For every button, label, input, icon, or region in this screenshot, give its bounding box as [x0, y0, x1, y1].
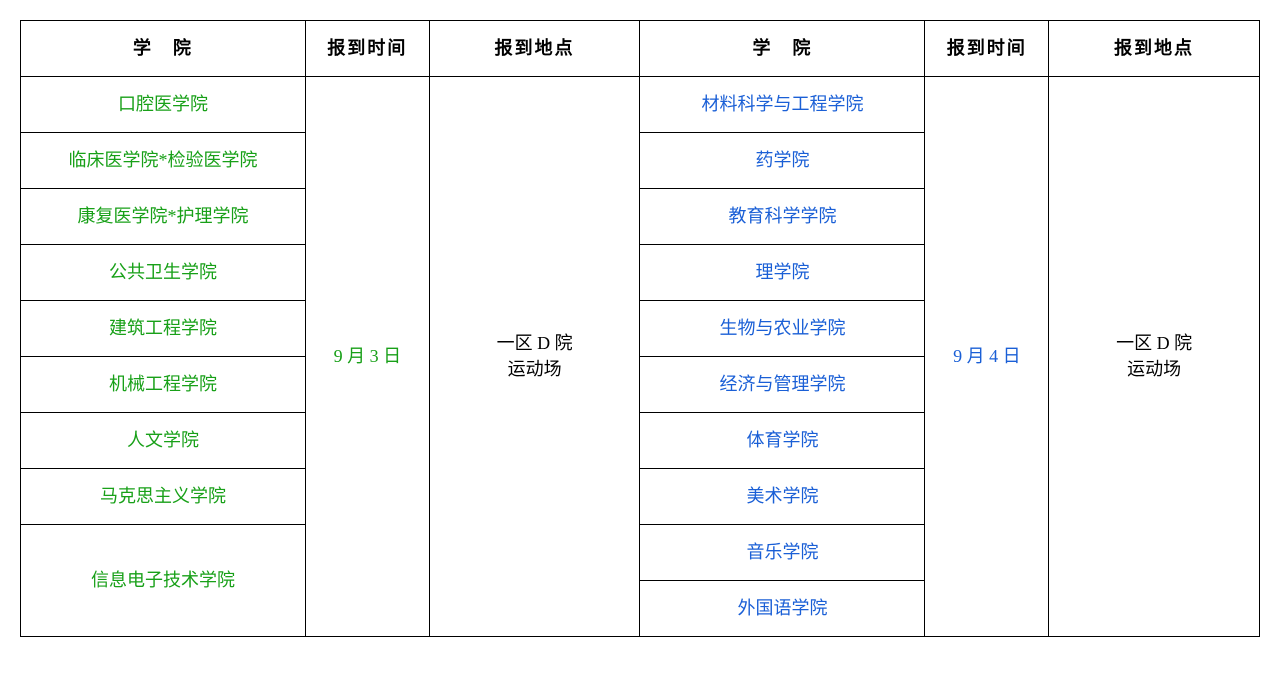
left-college: 口腔医学院: [21, 77, 306, 133]
schedule-table: 学 院 报到时间 报到地点 学 院 报到时间 报到地点 口腔医学院 9 月 3 …: [20, 20, 1260, 637]
left-college: 公共卫生学院: [21, 245, 306, 301]
table-row: 口腔医学院 9 月 3 日 一区 D 院 运动场 材料科学与工程学院 9 月 4…: [21, 77, 1260, 133]
right-college: 药学院: [640, 133, 925, 189]
right-place-line2: 运动场: [1049, 357, 1259, 382]
right-place: 一区 D 院 运动场: [1049, 77, 1260, 637]
left-college: 临床医学院*检验医学院: [21, 133, 306, 189]
right-college: 音乐学院: [640, 525, 925, 581]
header-college-right: 学 院: [640, 21, 925, 77]
right-college: 美术学院: [640, 469, 925, 525]
left-place-line1: 一区 D 院: [430, 331, 640, 356]
header-row: 学 院 报到时间 报到地点 学 院 报到时间 报到地点: [21, 21, 1260, 77]
right-college: 经济与管理学院: [640, 357, 925, 413]
right-college: 外国语学院: [640, 581, 925, 637]
left-place-line2: 运动场: [430, 357, 640, 382]
left-time: 9 月 3 日: [305, 77, 429, 637]
left-college: 人文学院: [21, 413, 306, 469]
header-college-left: 学 院: [21, 21, 306, 77]
right-time: 9 月 4 日: [925, 77, 1049, 637]
right-place-line1: 一区 D 院: [1049, 331, 1259, 356]
left-college: 康复医学院*护理学院: [21, 189, 306, 245]
right-college: 体育学院: [640, 413, 925, 469]
left-college: 机械工程学院: [21, 357, 306, 413]
left-college: 马克思主义学院: [21, 469, 306, 525]
right-college: 生物与农业学院: [640, 301, 925, 357]
header-time-left: 报到时间: [305, 21, 429, 77]
right-college: 教育科学学院: [640, 189, 925, 245]
right-college: 材料科学与工程学院: [640, 77, 925, 133]
left-college: 建筑工程学院: [21, 301, 306, 357]
header-place-right: 报到地点: [1049, 21, 1260, 77]
right-college: 理学院: [640, 245, 925, 301]
schedule-table-container: 学 院 报到时间 报到地点 学 院 报到时间 报到地点 口腔医学院 9 月 3 …: [20, 20, 1260, 637]
left-place: 一区 D 院 运动场: [429, 77, 640, 637]
header-place-left: 报到地点: [429, 21, 640, 77]
left-college: 信息电子技术学院: [21, 525, 306, 637]
header-time-right: 报到时间: [925, 21, 1049, 77]
